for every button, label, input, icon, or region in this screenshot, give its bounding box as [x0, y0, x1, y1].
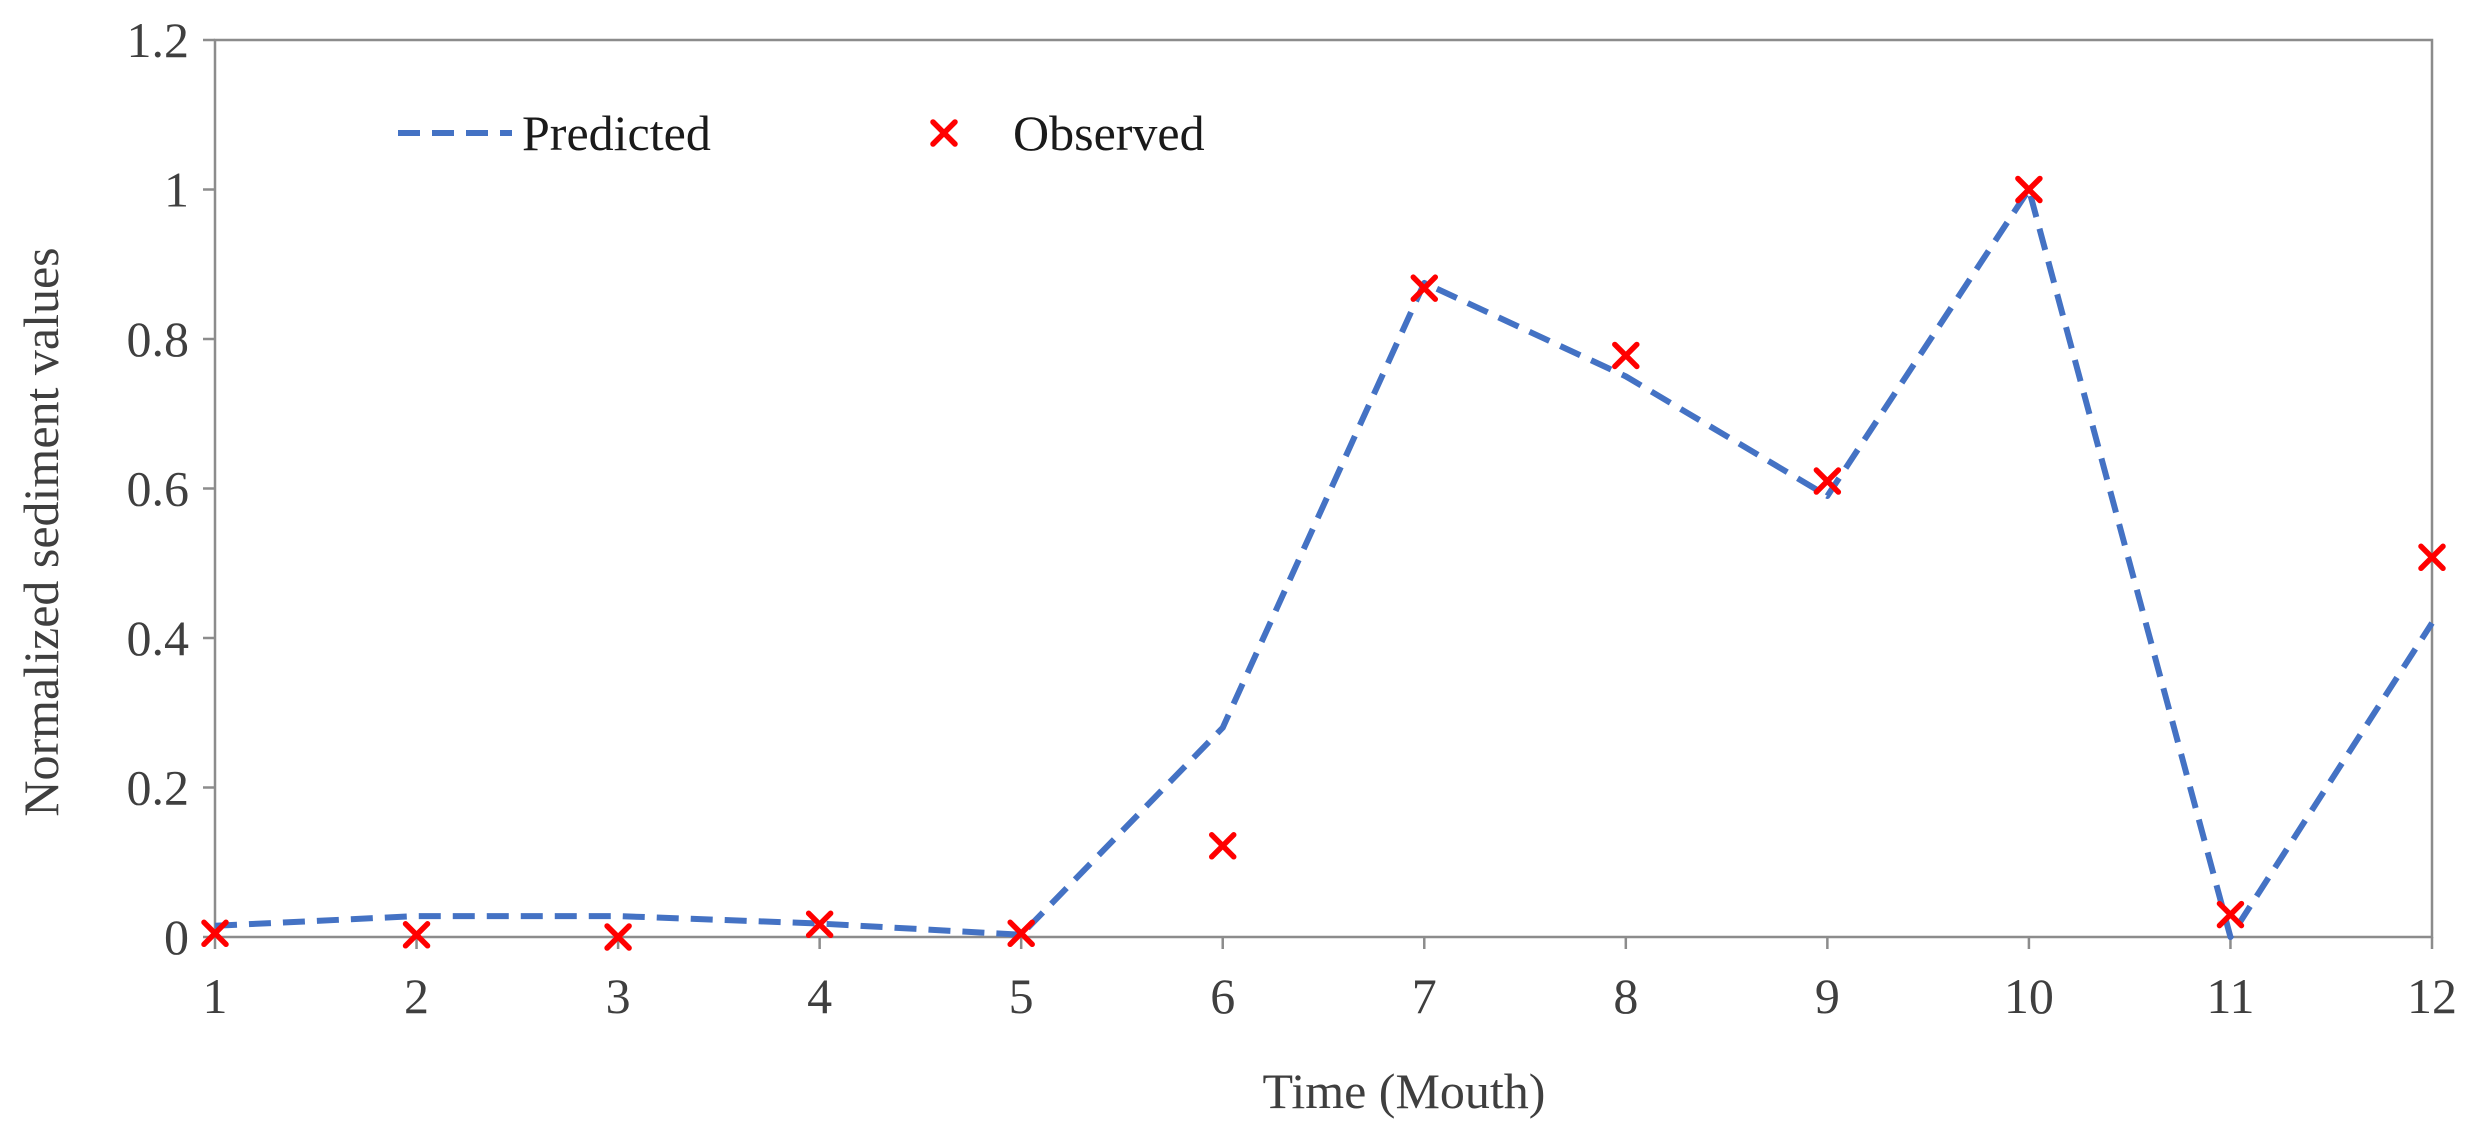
y-tick-label: 1.2: [127, 12, 190, 68]
x-tick-label: 8: [1613, 968, 1638, 1024]
x-tick-label: 12: [2407, 968, 2457, 1024]
y-tick-label: 0.8: [127, 311, 190, 367]
y-tick-label: 0.6: [127, 461, 190, 517]
x-tick-label: 1: [203, 968, 228, 1024]
x-axis-ticks: 1 2 3 4 5 6 7 8 9 10 11 12: [203, 937, 2457, 1024]
observed-point: [1612, 341, 1640, 370]
observed-point: [1410, 274, 1439, 302]
x-tick-label: 11: [2206, 968, 2254, 1024]
legend-observed-label: Observed: [1013, 105, 1205, 161]
x-tick-label: 6: [1210, 968, 1235, 1024]
x-axis-title: Time (Mouth): [1263, 1063, 1546, 1119]
y-axis-title: Normalized sediment values: [13, 247, 69, 816]
y-tick-label: 0: [164, 909, 189, 965]
observed-point: [805, 910, 834, 939]
observed-point: [1208, 832, 1237, 860]
legend-observed-marker: [930, 119, 958, 147]
x-tick-label: 10: [2004, 968, 2054, 1024]
y-axis-ticks: 0 0.2 0.4 0.6 0.8 1 1.2: [127, 12, 215, 965]
x-tick-label: 2: [404, 968, 429, 1024]
x-tick-label: 9: [1815, 968, 1840, 1024]
observed-point: [1007, 919, 1035, 948]
x-tick-label: 3: [606, 968, 631, 1024]
observed-point: [402, 921, 431, 949]
y-tick-label: 1: [164, 162, 189, 218]
legend: Predicted Observed: [398, 105, 1205, 161]
observed-point: [604, 923, 632, 951]
observed-point: [201, 919, 229, 948]
predicted-series-line: [214, 186, 2435, 940]
y-tick-label: 0.4: [127, 610, 190, 666]
x-tick-label: 7: [1412, 968, 1437, 1024]
observed-point: [2216, 900, 2245, 929]
plot-frame: [213, 38, 2434, 939]
observed-point: [2015, 175, 2043, 204]
x-tick-label: 4: [807, 968, 832, 1024]
data-series: [201, 175, 2446, 951]
y-tick-label: 0.2: [127, 760, 190, 816]
observed-point: [1813, 467, 1842, 495]
axes: [213, 38, 2434, 939]
x-tick-label: 5: [1009, 968, 1034, 1024]
legend-predicted-label: Predicted: [522, 105, 711, 161]
observed-point: [2418, 543, 2446, 572]
